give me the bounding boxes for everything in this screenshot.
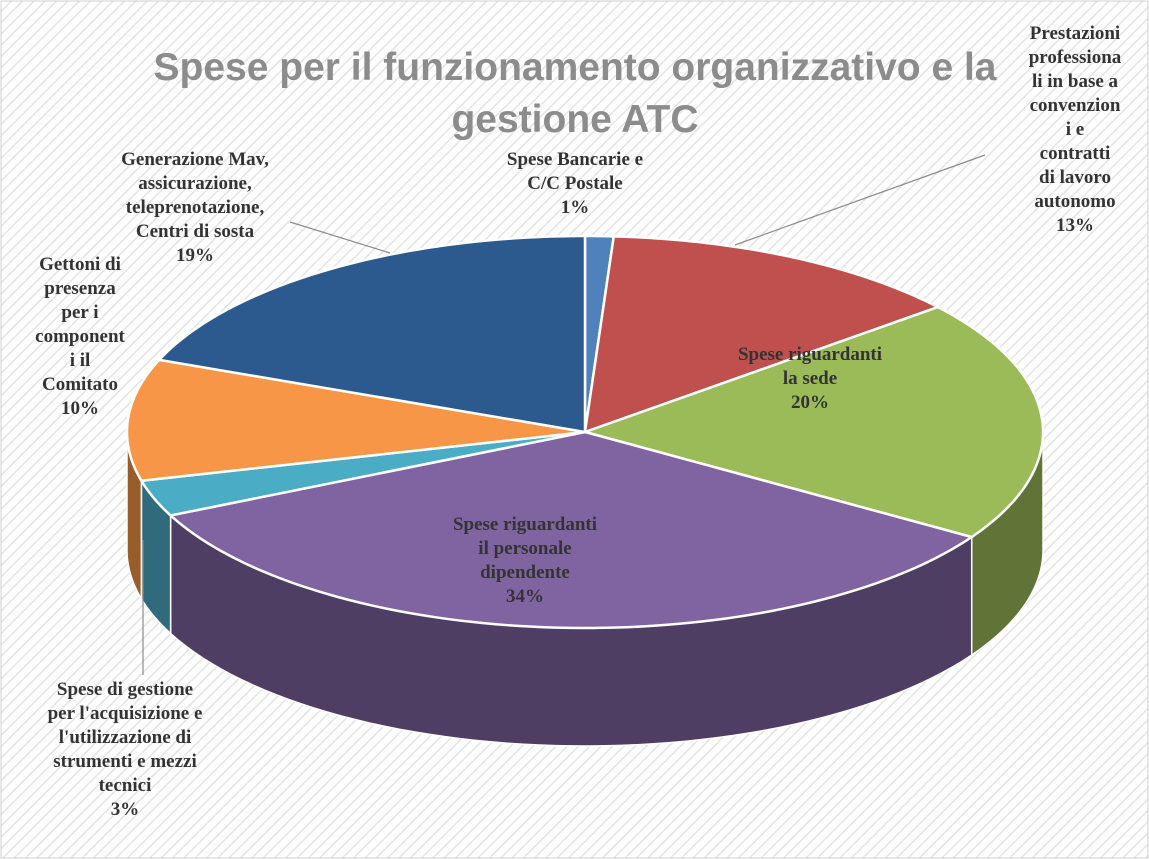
data-label: Spese di gestione per l'acquisizione e l…	[48, 678, 203, 822]
pie-slice	[156, 234, 587, 434]
data-label: Spese Bancarie e C/C Postale 1%	[507, 148, 643, 220]
category-label: Generazione Mav, assicurazione, telepren…	[121, 149, 269, 242]
category-label: Spese riguardanti la sede	[737, 344, 883, 389]
value-label: 1%	[560, 197, 590, 218]
pie-tops	[125, 234, 1045, 630]
value-label: 20%	[790, 392, 829, 413]
data-label: Spese riguardanti il personale dipendent…	[453, 513, 597, 609]
pie-slice	[583, 235, 942, 434]
data-label: Spese riguardanti la sede 20%	[738, 343, 882, 415]
category-label: Spese Bancarie e C/C Postale	[506, 149, 644, 194]
leader-lines	[142, 154, 986, 675]
value-label: 13%	[1056, 215, 1094, 236]
pie-sides	[126, 431, 1044, 747]
category-label: Gettoni di presenza per i component i il…	[35, 254, 125, 395]
pie-slice	[167, 430, 975, 630]
category-label: Spese riguardanti il personale dipendent…	[452, 514, 598, 583]
value-label: 19%	[176, 245, 214, 266]
value-label: 3%	[110, 799, 140, 820]
value-label: 34%	[505, 586, 544, 607]
pie-slice	[139, 430, 586, 517]
category-label: Prestazioni professiona li in base a con…	[1028, 23, 1122, 212]
value-label: 10%	[60, 398, 99, 419]
pie-slice	[580, 305, 1045, 539]
data-label: Gettoni di presenza per i component i il…	[35, 253, 125, 421]
leader-line	[289, 221, 391, 254]
data-label: Generazione Mav, assicurazione, telepren…	[121, 148, 269, 268]
chart-title: Spese per il funzionamento organizzativo…	[153, 46, 997, 141]
category-label: Spese di gestione per l'acquisizione e l…	[47, 679, 203, 796]
leader-line	[734, 154, 986, 246]
pie-slice	[125, 358, 586, 483]
data-label: Prestazioni professiona li in base a con…	[1029, 22, 1122, 238]
